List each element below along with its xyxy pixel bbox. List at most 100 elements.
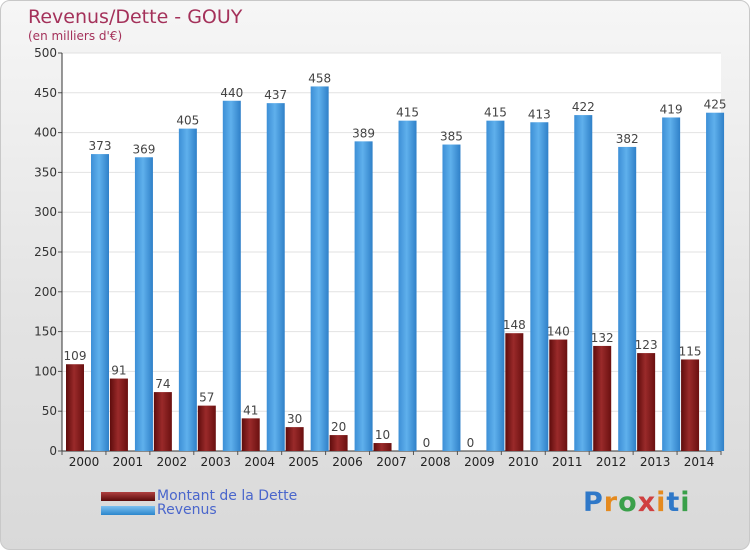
data-label: 440 — [220, 86, 243, 100]
logo-letter: t — [666, 487, 681, 518]
revenus-bar — [134, 157, 153, 451]
logo-letter: r — [603, 487, 619, 518]
debt-bar — [197, 405, 216, 451]
logo-letter: P — [583, 487, 604, 518]
debt-bar — [593, 345, 612, 451]
data-label: 369 — [132, 142, 155, 156]
data-label: 109 — [64, 349, 87, 363]
logo-letter: i — [656, 487, 667, 518]
data-label: 10 — [375, 428, 390, 442]
x-tick-label: 2011 — [552, 455, 583, 469]
y-tick-label: 150 — [34, 325, 57, 339]
data-label: 405 — [176, 114, 199, 128]
y-tick-label: 400 — [34, 126, 57, 140]
revenus-bar — [530, 122, 549, 451]
revenus-bar — [310, 86, 329, 451]
data-label: 415 — [396, 106, 419, 120]
revenus-bar — [486, 120, 505, 451]
data-label: 41 — [243, 403, 258, 417]
data-label: 422 — [572, 100, 595, 114]
revenus-bar — [398, 120, 417, 451]
data-label: 419 — [660, 102, 683, 116]
data-label: 0 — [467, 436, 475, 450]
x-tick-label: 2014 — [684, 455, 715, 469]
debt-bar — [66, 364, 84, 451]
legend-item-revenus: Revenus — [101, 502, 217, 518]
x-tick-label: 2003 — [200, 455, 231, 469]
revenus-bar — [574, 115, 593, 451]
debt-bar — [373, 443, 392, 451]
debt-bar — [681, 359, 700, 451]
data-label: 91 — [111, 364, 126, 378]
x-tick-label: 2010 — [508, 455, 539, 469]
debt-bar — [549, 339, 568, 451]
x-tick-label: 2013 — [640, 455, 671, 469]
x-tick-label: 2008 — [420, 455, 451, 469]
logo-letter: o — [618, 487, 638, 518]
y-tick-label: 250 — [34, 245, 57, 259]
debt-bar — [637, 353, 656, 451]
proxiti-logo: Proxiti — [583, 487, 691, 518]
revenus-bar — [442, 144, 461, 452]
debt-bar — [241, 418, 260, 451]
data-label: 415 — [484, 106, 507, 120]
data-label: 115 — [679, 344, 702, 358]
data-label: 458 — [308, 71, 331, 85]
revenus-bar — [266, 103, 285, 451]
debt-bar — [153, 392, 172, 451]
legend-swatch-revenus — [101, 505, 155, 515]
x-tick-label: 2012 — [596, 455, 627, 469]
y-tick-label: 0 — [49, 444, 57, 458]
data-label: 132 — [591, 331, 614, 345]
y-tick-label: 500 — [34, 46, 57, 60]
revenus-bar — [178, 128, 197, 451]
legend-label-dette: Montant de la Dette — [157, 488, 298, 504]
legend-item-dette: Montant de la Dette — [101, 488, 297, 504]
y-tick-label: 350 — [34, 165, 57, 179]
data-label: 123 — [635, 338, 658, 352]
debt-bar — [109, 378, 128, 451]
y-tick-label: 100 — [34, 364, 57, 378]
data-label: 140 — [547, 325, 570, 339]
revenus-bar — [662, 117, 681, 451]
chart-subtitle: (en milliers d'€) — [28, 29, 123, 43]
x-tick-label: 2001 — [113, 455, 144, 469]
data-label: 425 — [704, 98, 727, 112]
data-label: 413 — [528, 107, 551, 121]
x-tick-label: 2000 — [69, 455, 100, 469]
revenus-bar — [354, 141, 373, 451]
x-tick-label: 2004 — [244, 455, 275, 469]
data-label: 74 — [155, 377, 170, 391]
data-label: 437 — [264, 88, 287, 102]
data-label: 382 — [616, 132, 639, 146]
data-label: 30 — [287, 412, 302, 426]
data-label: 20 — [331, 420, 346, 434]
y-tick-label: 50 — [42, 404, 57, 418]
logo-letter: x — [637, 487, 657, 518]
debt-bar — [505, 333, 524, 451]
x-tick-label: 2002 — [157, 455, 188, 469]
chart-title: Revenus/Dette - GOUY — [28, 6, 243, 28]
revenus-bar — [706, 112, 725, 451]
x-tick-label: 2005 — [288, 455, 319, 469]
data-label: 385 — [440, 130, 463, 144]
data-label: 373 — [89, 139, 112, 153]
x-tick-label: 2007 — [376, 455, 407, 469]
y-tick-label: 300 — [34, 205, 57, 219]
revenus-bar — [91, 154, 109, 452]
data-label: 148 — [503, 318, 526, 332]
revenus-bar — [222, 100, 241, 451]
legend-label-revenus: Revenus — [157, 502, 217, 518]
y-tick-label: 200 — [34, 285, 57, 299]
logo-letter: i — [680, 487, 691, 518]
legend-swatch-dette — [101, 491, 155, 501]
debt-bar — [285, 427, 304, 451]
x-tick-label: 2006 — [332, 455, 363, 469]
revenus-bar — [618, 146, 637, 452]
data-label: 57 — [199, 391, 214, 405]
y-tick-label: 450 — [34, 86, 57, 100]
x-tick-label: 2009 — [464, 455, 495, 469]
data-label: 389 — [352, 126, 375, 140]
